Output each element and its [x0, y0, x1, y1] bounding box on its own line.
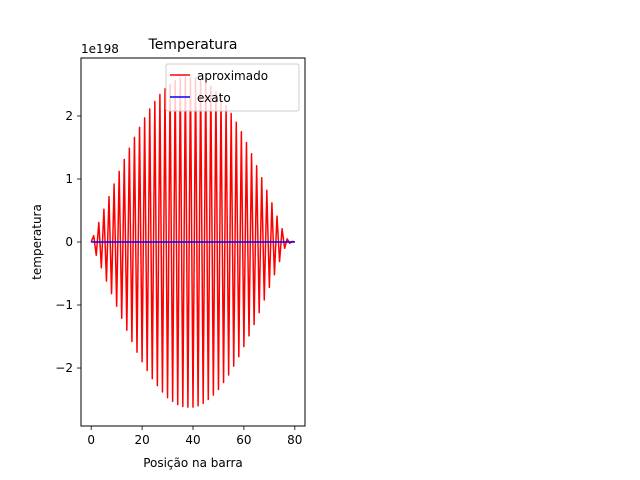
y-offset-label: 1e198: [81, 42, 119, 56]
x-tick-label: 20: [134, 433, 149, 447]
chart-title: Temperatura: [148, 37, 238, 53]
x-tick-label: 40: [185, 433, 200, 447]
y-tick-label: 1: [65, 172, 73, 186]
y-tick-label: −1: [55, 298, 73, 312]
x-axis-ticks: 0 20 40 60 80: [87, 426, 302, 447]
x-axis-label: Posição na barra: [143, 456, 243, 470]
legend: aproximado exato: [165, 63, 300, 112]
legend-box: [165, 63, 300, 112]
y-tick-label: −2: [55, 361, 73, 375]
legend-label-aproximado: aproximado: [197, 69, 268, 83]
series-line-aproximado: [90, 76, 295, 408]
series-layer: [90, 76, 295, 408]
legend-label-exato: exato: [197, 91, 231, 105]
y-tick-label: 2: [65, 109, 73, 123]
x-tick-label: 80: [287, 433, 302, 447]
y-axis-ticks: −2 −1 0 1 2: [55, 109, 81, 375]
x-tick-label: 0: [87, 433, 95, 447]
y-tick-label: 0: [65, 235, 73, 249]
y-axis-label: temperatura: [30, 204, 44, 280]
x-tick-label: 60: [236, 433, 251, 447]
